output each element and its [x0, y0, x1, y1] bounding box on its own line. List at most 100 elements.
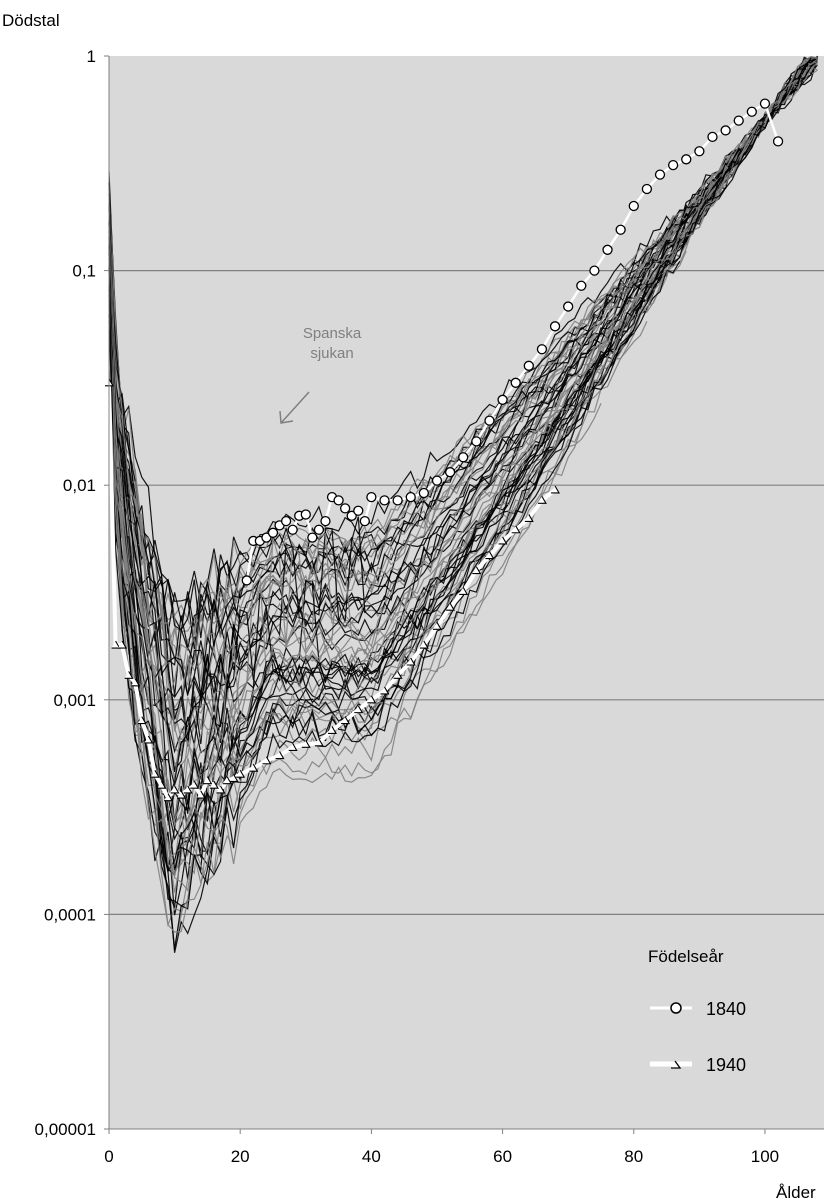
- legend-label-1940: 1940: [706, 1055, 746, 1075]
- point-1840: [320, 515, 331, 527]
- cohort-line: [108, 57, 818, 823]
- cohort-line: [108, 266, 648, 892]
- point-1840: [287, 524, 298, 535]
- point-1840: [707, 131, 718, 143]
- point-1840: [563, 301, 574, 312]
- cohort-line: [108, 321, 615, 953]
- legend-item-1840: 1840: [650, 999, 746, 1019]
- point-1840: [300, 509, 311, 520]
- point-1940: [124, 671, 134, 679]
- point-1940: [196, 790, 206, 799]
- cohort-line: [108, 58, 818, 697]
- cohort-line: [108, 63, 818, 686]
- annotation-arrowhead: [279, 410, 294, 424]
- legend-marker-triangle: [671, 1060, 682, 1069]
- y-tick-label: 0,1: [72, 262, 96, 281]
- point-1840: [313, 524, 325, 535]
- x-tick-labels: 0 20 40 60 80 100: [104, 1129, 779, 1166]
- point-1840: [359, 515, 370, 527]
- point-1940: [164, 793, 173, 802]
- point-1940: [524, 514, 534, 522]
- point-1840: [681, 154, 692, 165]
- point-1940: [432, 622, 442, 630]
- point-1940: [288, 743, 298, 751]
- point-1840: [576, 280, 587, 291]
- point-1840: [746, 106, 757, 117]
- point-1940: [314, 738, 324, 747]
- point-1840: [694, 146, 705, 157]
- point-1840: [405, 491, 416, 503]
- point-1840: [267, 527, 279, 538]
- point-1840: [536, 344, 548, 355]
- y-tick-label: 1: [87, 47, 96, 66]
- point-1940: [393, 671, 403, 679]
- point-1940: [236, 769, 246, 778]
- point-1940: [341, 716, 351, 725]
- point-1840: [339, 503, 351, 514]
- point-1840: [471, 436, 482, 447]
- point-1940: [183, 785, 193, 794]
- x-tick-label: 60: [493, 1147, 512, 1166]
- point-1840: [484, 415, 495, 426]
- point-1840: [641, 183, 653, 195]
- point-1940: [203, 776, 213, 785]
- point-1840: [418, 487, 430, 499]
- legend-marker-circle: [670, 1002, 682, 1014]
- point-1840: [444, 467, 456, 478]
- point-1940: [328, 726, 337, 734]
- annotation-line-2: sjukan: [310, 345, 353, 362]
- point-1940: [170, 785, 180, 794]
- point-1840: [772, 136, 784, 147]
- point-1840: [654, 169, 666, 180]
- point-1940: [262, 756, 272, 765]
- point-1840: [458, 452, 469, 463]
- point-1940: [223, 776, 233, 785]
- x-tick-label: 0: [104, 1147, 113, 1166]
- cohort-line: [108, 201, 713, 861]
- point-1940: [380, 686, 390, 695]
- point-1840: [667, 160, 679, 171]
- y-axis-title: Dödstal: [2, 11, 60, 30]
- point-1940: [511, 525, 521, 534]
- y-tick-label: 0,001: [53, 691, 96, 710]
- cohort-line: [108, 187, 727, 870]
- legend: Födelseår 1840 1940: [648, 947, 746, 1075]
- point-1940: [209, 780, 219, 789]
- legend-item-1940: 1940: [650, 1055, 746, 1075]
- point-1940: [157, 780, 167, 789]
- point-1840: [307, 532, 318, 543]
- point-1840: [720, 125, 731, 136]
- point-1940: [216, 785, 226, 794]
- point-1940: [144, 735, 154, 744]
- point-1940: [498, 536, 508, 545]
- point-1940: [229, 774, 239, 783]
- point-1940: [367, 695, 377, 704]
- point-1840: [366, 491, 377, 503]
- point-1940: [537, 496, 547, 504]
- x-axis-title: Ålder: [776, 1183, 816, 1202]
- point-1840: [333, 495, 344, 506]
- cohort-line: [108, 331, 622, 893]
- point-1840: [353, 505, 364, 516]
- point-1840: [602, 244, 613, 255]
- x-tick-label: 100: [751, 1147, 779, 1166]
- point-1940: [177, 790, 187, 799]
- cohort-line: [108, 57, 818, 827]
- x-tick-label: 80: [624, 1147, 643, 1166]
- point-1940: [301, 740, 311, 748]
- point-1940: [406, 657, 416, 666]
- point-1940: [190, 780, 200, 789]
- point-1840: [392, 495, 403, 506]
- point-1840: [379, 495, 390, 506]
- point-1840: [589, 265, 600, 276]
- point-1940: [249, 763, 259, 772]
- axes: [108, 56, 824, 1130]
- point-1940: [275, 751, 285, 760]
- annotation-spanska-sjukan: Spanska sjukan: [279, 325, 362, 424]
- point-1940: [419, 640, 429, 649]
- point-1840: [549, 321, 561, 332]
- legend-label-1840: 1840: [706, 999, 746, 1019]
- point-1840: [510, 377, 521, 388]
- point-1940: [131, 678, 141, 687]
- legend-title: Födelseår: [648, 947, 724, 966]
